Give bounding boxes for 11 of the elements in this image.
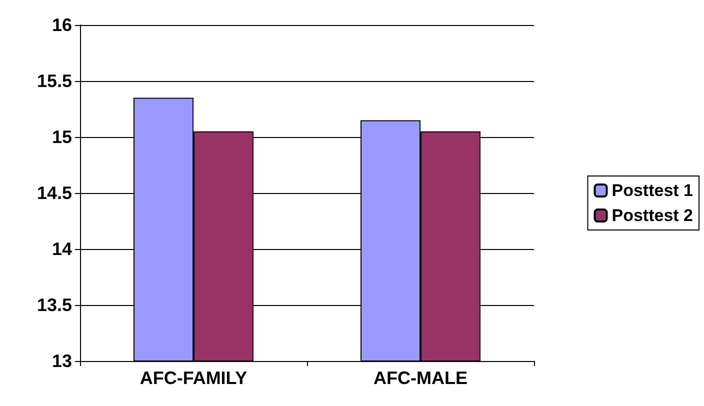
y-tick-label: 13.5 xyxy=(36,295,72,315)
y-tick-label: 15 xyxy=(52,127,72,147)
y-tick-label: 14.5 xyxy=(36,183,72,203)
y-tick-label: 16 xyxy=(52,15,72,35)
y-tick-label: 15.5 xyxy=(36,71,72,91)
y-tick-label: 13 xyxy=(52,351,72,371)
legend-label: Posttest 2 xyxy=(612,206,693,225)
legend-label: Posttest 1 xyxy=(612,181,693,200)
y-tick-label: 14 xyxy=(52,239,72,259)
x-tick-label: AFC-FAMILY xyxy=(140,368,248,388)
x-tick-label: AFC-MALE xyxy=(374,368,468,388)
